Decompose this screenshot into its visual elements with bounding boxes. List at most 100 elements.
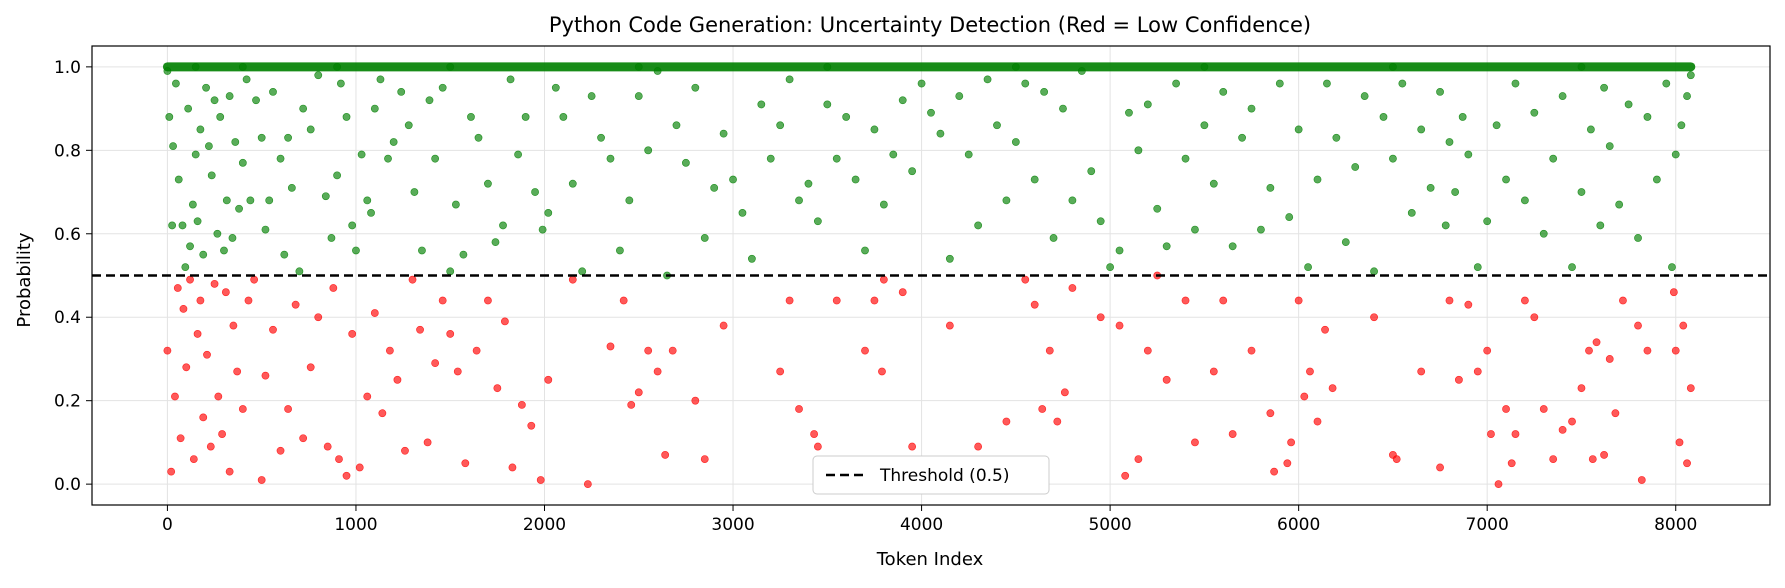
high-confidence-point [1483,217,1492,226]
low-confidence-point [1611,409,1620,418]
low-confidence-point [1494,480,1503,489]
low-confidence-point [644,346,653,355]
low-confidence-point [423,438,432,447]
high-confidence-point [531,188,539,196]
low-confidence-point [861,346,869,355]
low-confidence-point [1270,467,1279,476]
high-confidence-point [327,234,336,242]
high-confidence-point [1228,242,1237,251]
high-confidence-point [813,217,822,226]
x-tick-label: 6000 [1277,515,1320,535]
high-confidence-point [1426,183,1435,192]
high-confidence-point [1238,133,1246,142]
high-confidence-point [1172,79,1181,88]
high-confidence-point [1068,196,1077,205]
low-confidence-point [1096,313,1105,322]
low-confidence-point [700,455,709,463]
high-confidence-point [1492,121,1501,130]
low-confidence-point [661,451,670,459]
y-axis-label: Probability [14,232,35,327]
low-confidence-point [1643,346,1652,355]
high-confidence-point [1615,200,1624,209]
low-confidence-point [218,430,226,438]
low-confidence-point [527,421,536,430]
high-confidence-point [1351,163,1360,171]
high-confidence-point [804,179,813,188]
low-confidence-point [1473,367,1482,376]
low-confidence-point [225,467,234,476]
high-confidence-point [191,62,200,71]
high-confidence-point [1040,88,1049,96]
low-confidence-point [1306,367,1314,376]
high-confidence-point [333,171,342,180]
high-confidence-point [974,221,983,230]
data-points [162,62,1696,489]
high-confidence-point [1502,175,1510,184]
low-confidence-point [1143,346,1152,355]
high-confidence-point [220,246,228,255]
low-confidence-point [385,346,394,355]
high-confidence-point [738,209,747,217]
high-confidence-point [1379,113,1388,121]
high-confidence-point [446,267,455,276]
high-confidence-point [174,175,183,184]
low-confidence-point [163,346,172,355]
high-confidence-point [1458,113,1467,121]
high-confidence-point [606,154,615,163]
high-confidence-point [242,75,251,84]
high-confidence-point [202,83,210,92]
high-confidence-point [1451,188,1460,196]
high-confidence-point [514,150,522,159]
high-confidence-point [747,254,756,263]
low-confidence-point [401,446,409,455]
low-confidence-point [1191,438,1199,447]
low-confidence-point [1588,455,1597,463]
low-confidence-point [1558,425,1567,434]
low-confidence-point [446,330,455,338]
high-confidence-point [352,246,360,255]
high-confidence-point [1600,83,1608,92]
high-confidence-point [964,150,973,159]
high-confidence-point [171,79,180,88]
high-confidence-point [367,209,375,217]
high-confidence-point [625,196,634,205]
high-confidence-point [1002,196,1011,205]
low-confidence-point [1287,438,1296,447]
high-confidence-point [1643,113,1652,121]
high-confidence-point [1162,242,1171,251]
x-tick-label: 2000 [523,515,566,535]
high-confidence-point [238,158,247,167]
high-confidence-point [823,62,832,71]
high-confidence-point [299,104,308,113]
low-confidence-point [1669,288,1678,297]
high-confidence-point [1530,108,1539,117]
low-confidence-point [233,367,242,376]
y-tick-label: 0.2 [54,392,81,412]
low-confidence-point [795,405,803,413]
high-confidence-point [1436,88,1444,96]
high-confidence-point [559,113,568,121]
high-confidence-point [634,62,643,71]
high-confidence-point [983,75,992,84]
low-confidence-point [517,400,526,409]
high-confidence-point [295,267,304,276]
low-confidence-point [619,296,628,305]
high-confidence-point [1077,67,1086,75]
high-confidence-point [1577,62,1586,71]
low-confidence-point [176,434,185,443]
y-tick-label: 0.6 [54,225,81,245]
x-tick-label: 5000 [1088,515,1131,535]
high-confidence-point [1209,179,1218,188]
high-confidence-point [1106,263,1115,272]
high-confidence-point [231,138,240,146]
high-confidence-point [1257,225,1265,234]
high-confidence-point [729,175,737,184]
low-confidence-point [438,296,447,305]
high-confidence-point [1030,175,1039,184]
low-confidence-point [1134,455,1143,463]
high-confidence-point [474,133,483,142]
plot-frame [91,45,1771,506]
high-confidence-point [425,96,434,105]
high-confidence-point [1398,79,1407,88]
low-confidence-point [257,476,266,484]
